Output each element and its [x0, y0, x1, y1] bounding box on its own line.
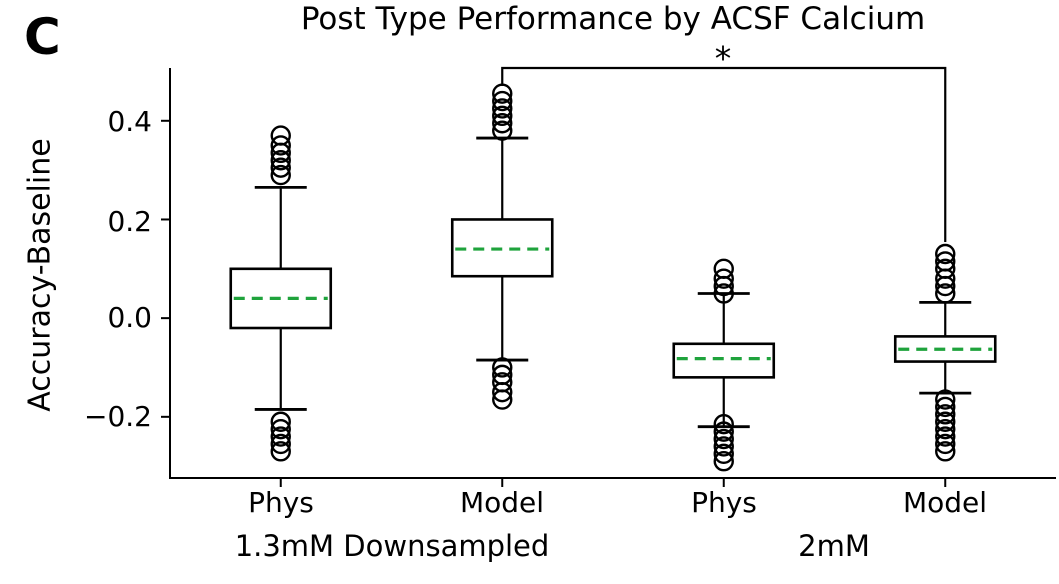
outlier-point [713, 428, 734, 450]
group-label-2mM: 2mM [798, 529, 870, 563]
outlier-point [935, 396, 956, 418]
outlier-point [935, 243, 956, 265]
outlier-point [713, 414, 734, 435]
outlier-point [492, 98, 513, 119]
outlier-point [935, 404, 956, 425]
outlier-point [270, 426, 291, 447]
box-group-model-3 [893, 243, 997, 487]
y-tick-label-neg-0.2: −0.2 [84, 400, 152, 433]
outlier-point [270, 441, 291, 462]
outlier-point [270, 164, 291, 186]
outlier-point [935, 418, 956, 440]
outlier-point [492, 389, 513, 410]
outlier-point [713, 421, 734, 442]
x-tick-label-model-1: Model [459, 486, 545, 519]
outlier-point [713, 268, 734, 289]
outlier-point [935, 426, 956, 447]
outlier-point [492, 381, 513, 403]
x-tick-label-phys-1: Phys [248, 486, 314, 519]
outlier-point [270, 125, 291, 146]
outlier-point [270, 418, 291, 440]
outlier-point [713, 258, 734, 280]
box-group-phys-2 [672, 258, 776, 487]
outlier-point [935, 411, 956, 432]
outlier-point [492, 120, 513, 141]
outlier-point [935, 441, 956, 462]
significance-asterisk: * [714, 39, 732, 78]
chart-title: Post Type Performance by ACSF Calcium [300, 1, 926, 37]
y-tick-label-0.2: 0.2 [107, 205, 152, 238]
outlier-point [935, 258, 956, 280]
outlier-point [935, 433, 956, 455]
box-group-model-1 [450, 83, 554, 487]
y-tick-label-0.4: 0.4 [107, 105, 152, 138]
outlier-point [270, 150, 291, 171]
x-tick-label-model-2: Model [902, 486, 988, 519]
outlier-point [935, 389, 956, 410]
box-iqr [672, 342, 776, 379]
y-tick-label-0.0: 0.0 [107, 301, 152, 334]
outlier-point [713, 443, 734, 465]
x-tick-label-phys-2: Phys [691, 486, 757, 519]
significance-bracket [501, 66, 947, 242]
outlier-point [492, 357, 513, 378]
outlier-point [492, 113, 513, 134]
outlier-point [935, 251, 956, 272]
outlier-point [270, 157, 291, 178]
outlier-point [492, 90, 513, 112]
panel-label: C [24, 8, 61, 66]
box-group-phys-0 [229, 125, 333, 487]
outlier-point [270, 411, 291, 432]
outlier-point [270, 433, 291, 455]
outlier-point [713, 436, 734, 457]
outlier-point [270, 135, 291, 156]
outlier-point [713, 283, 734, 304]
group-label-1.3mM-downsampled: 1.3mM Downsampled [234, 529, 550, 563]
outlier-point [492, 105, 513, 127]
outlier-point [935, 283, 956, 304]
outlier-point [713, 451, 734, 472]
